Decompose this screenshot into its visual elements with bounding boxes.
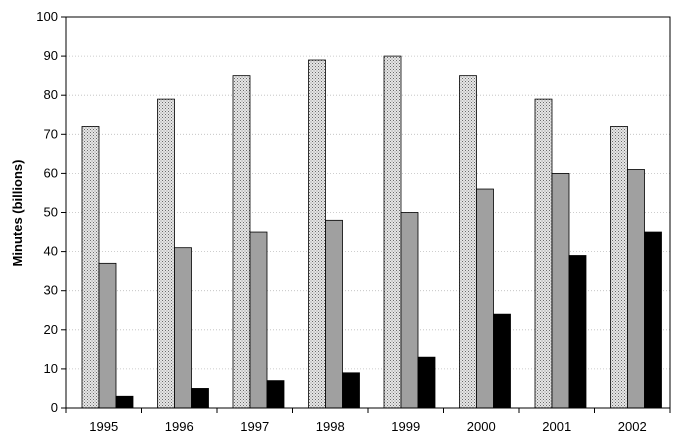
y-tick-label: 50 <box>44 205 58 220</box>
x-tick-label: 2002 <box>618 419 647 434</box>
y-tick-label: 80 <box>44 87 58 102</box>
bar-series-2 <box>174 247 192 409</box>
x-tick-label: 1999 <box>391 419 420 434</box>
bar-series-3 <box>417 356 436 409</box>
bar-series-3 <box>191 388 209 409</box>
bars <box>81 55 662 409</box>
y-tick-label: 20 <box>44 322 58 337</box>
x-tick-label: 2001 <box>542 419 571 434</box>
x-tick-label: 2000 <box>467 419 496 434</box>
bar-series-2 <box>476 188 494 409</box>
y-tick-label: 70 <box>44 126 58 141</box>
bar-series-2 <box>98 262 117 409</box>
bar-series-2 <box>325 219 343 409</box>
bar-series-3 <box>342 372 360 409</box>
y-tick-label: 30 <box>44 283 58 298</box>
bar-series-3 <box>493 313 511 409</box>
axes <box>61 16 671 413</box>
y-tick-label: 100 <box>36 9 58 24</box>
bar-series-3 <box>115 395 134 409</box>
bar-series-1 <box>459 75 477 409</box>
bar-series-1 <box>308 59 326 409</box>
bar-series-1 <box>610 126 628 409</box>
y-tick-label: 10 <box>44 361 58 376</box>
x-tick-label: 1997 <box>240 419 269 434</box>
x-tick-label: 1996 <box>165 419 194 434</box>
bar-series-3 <box>266 380 285 409</box>
bar-series-2 <box>400 212 419 409</box>
bar-series-1 <box>81 126 100 409</box>
y-tick-label: 40 <box>44 244 58 259</box>
bar-series-1 <box>383 55 402 409</box>
bar-series-2 <box>249 231 268 409</box>
bar-series-2 <box>551 172 570 409</box>
x-tick-label: 1995 <box>89 419 118 434</box>
y-axis-title: Minutes (billions) <box>10 160 25 267</box>
bar-series-1 <box>157 98 175 409</box>
tick-labels: 0 10 20 30 40 50 60 70 80 90 100 1995 1996 1997 1998 19… <box>36 9 646 434</box>
y-tick-label: 90 <box>44 48 58 63</box>
bar-series-1 <box>534 98 553 409</box>
y-tick-label: 0 <box>51 400 58 415</box>
x-tick-label: 1998 <box>316 419 345 434</box>
y-tick-label: 60 <box>44 165 58 180</box>
bar-series-3 <box>644 231 662 409</box>
bar-series-3 <box>568 255 587 409</box>
bar-series-2 <box>627 169 645 409</box>
bar-series-1 <box>232 75 251 409</box>
